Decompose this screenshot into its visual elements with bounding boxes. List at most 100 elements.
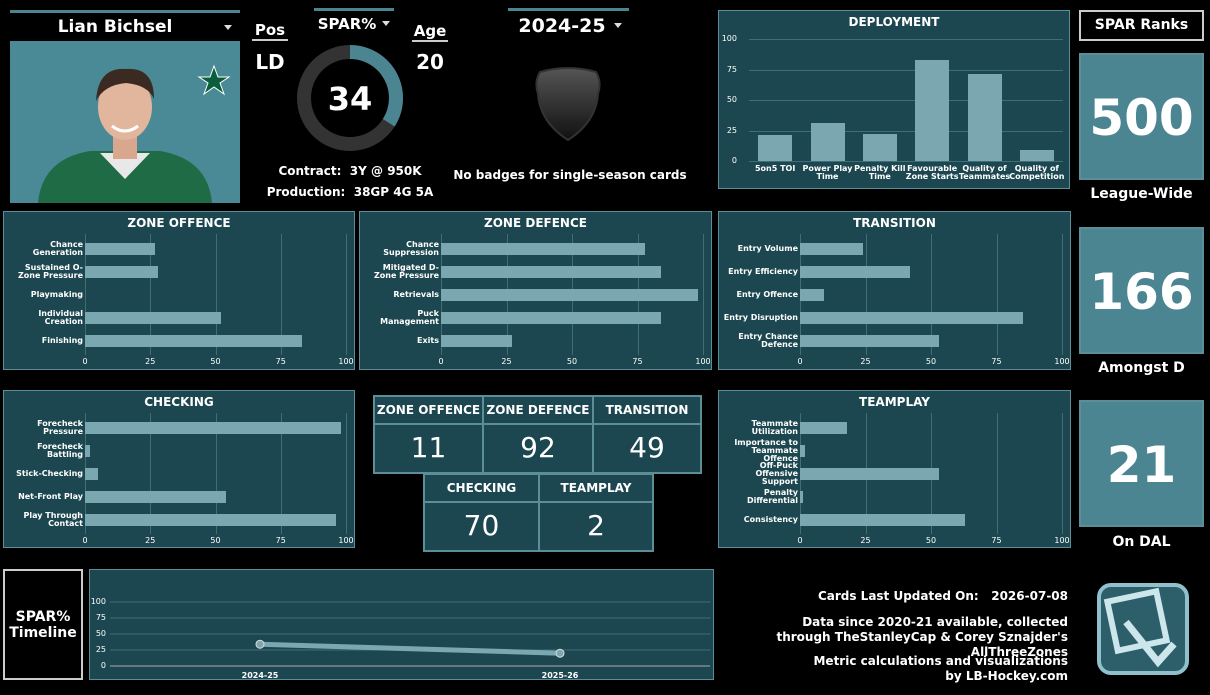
- y-tick-label: 25: [726, 125, 737, 135]
- category-label: Power Play Time: [802, 164, 853, 181]
- season-selector[interactable]: 2024-25: [508, 8, 629, 41]
- category-label: Penalty Kill Time: [854, 164, 906, 181]
- category-label: Exits: [417, 336, 439, 345]
- contract-label: Contract:: [278, 164, 342, 178]
- chart-panel: TEAMPLAY 0 25 50 75 100 Teammate Utilization Im…: [718, 390, 1071, 548]
- y-tick-label: 75: [726, 64, 737, 74]
- category-label: Penalty Differential: [746, 488, 798, 505]
- chart-panel: ZONE OFFENCE 0 25 50 75 100 Chance Generation S…: [3, 211, 355, 370]
- category-label: Entry Volume: [737, 244, 798, 253]
- contract: 3Y @ 950K: [349, 164, 422, 178]
- bar: [85, 266, 159, 278]
- updated-label: Cards Last Updated On:: [817, 589, 979, 603]
- grid-line: [280, 413, 282, 534]
- donut-arc: [297, 45, 403, 151]
- bar: [800, 266, 911, 278]
- grid-line: [931, 234, 932, 355]
- spar-selector[interactable]: SPAR%: [314, 8, 394, 35]
- season: 2024-25: [518, 15, 606, 37]
- category-label: Entry Chance Defence: [738, 332, 798, 349]
- rank-label: Amongst D: [1098, 360, 1185, 376]
- summary-header: CHECKING: [425, 475, 538, 503]
- dropdown-arrow: [382, 21, 390, 26]
- summary-header: ZONE OFFENCE: [375, 397, 482, 425]
- rank-value: 166: [1079, 227, 1204, 354]
- chart-panel: 0 25 50 75 100 2024-25 2025-26: [89, 569, 714, 680]
- grid-line: [215, 413, 217, 534]
- point: [255, 639, 265, 649]
- x-tick-label: 50: [210, 536, 221, 545]
- production-line: Production: 38GP 4G 5A: [250, 185, 450, 199]
- summary-cell: CHECKING 70: [423, 473, 540, 552]
- chart-panel: DEPLOYMENT 0 25 50 75 100 5on5 TOI Power Play T…: [718, 10, 1070, 189]
- x-tick-label: 100: [338, 536, 354, 545]
- category-label: Teammate Utilization: [751, 419, 798, 436]
- bar: [85, 491, 226, 503]
- category-label: Entry Offence: [736, 290, 799, 299]
- bar: [800, 491, 803, 503]
- pos-value: LD: [255, 50, 285, 74]
- site-logo[interactable]: [1096, 582, 1190, 676]
- x-tick-label: 100: [338, 357, 354, 366]
- x-tick-label: 0: [797, 357, 803, 366]
- summary-header: TRANSITION: [594, 397, 700, 425]
- category-label: Forecheck Battling: [37, 442, 83, 459]
- line: [259, 641, 561, 656]
- x-tick-label: 25: [860, 357, 871, 366]
- category-label: Chance Suppression: [383, 240, 439, 257]
- production: 38GP 4G 5A: [353, 185, 434, 199]
- x-tick-label: 2024-25: [241, 671, 279, 680]
- chart-title: TRANSITION: [853, 216, 936, 230]
- category-label: Quality of Competition: [1009, 164, 1065, 181]
- grid-line: [150, 413, 152, 534]
- summary-value: 70: [463, 509, 500, 542]
- grid-line: [703, 234, 704, 355]
- updated-date: 2026-07-08: [991, 589, 1068, 603]
- chart-title: DEPLOYMENT: [848, 15, 940, 29]
- age-label: Age: [412, 22, 448, 42]
- bar: [758, 135, 793, 161]
- x-tick-label: 2025-26: [541, 671, 579, 680]
- x-tick-label: 50: [925, 536, 937, 545]
- bar: [441, 243, 646, 255]
- rank-value: 21: [1079, 400, 1204, 527]
- category-label: Sustained O-Zone Pressure: [17, 263, 83, 280]
- summary-cell: ZONE DEFENCE 92: [482, 395, 594, 474]
- grid-line: [215, 234, 217, 355]
- grid-line: [346, 413, 347, 534]
- plot: [110, 601, 710, 667]
- x-tick-label: 100: [1054, 357, 1070, 366]
- grid-line: [996, 413, 998, 534]
- x-tick-label: 25: [145, 357, 156, 366]
- category-label: Mitigated D-Zone Pressure: [373, 263, 439, 280]
- bar: [441, 266, 662, 278]
- x-tick-label: 0: [438, 357, 444, 366]
- grid-line: [346, 234, 347, 355]
- x-tick-label: 100: [695, 357, 711, 366]
- category-label: Individual Creation: [38, 309, 83, 326]
- bar: [800, 514, 966, 526]
- credit: Metric calculations and visualizations b…: [813, 654, 1068, 683]
- summary-cell: ZONE OFFENCE 11: [373, 395, 484, 474]
- dropdown-arrow: [224, 25, 232, 30]
- category-label: Net-Front Play: [18, 492, 83, 501]
- age-value: 20: [416, 50, 444, 74]
- rank-label: League-Wide: [1090, 186, 1193, 202]
- rank-label: On DAL: [1112, 534, 1171, 550]
- x-tick-label: 0: [82, 536, 88, 545]
- name-header[interactable]: Lian Bichsel: [10, 10, 240, 40]
- summary-cell: TRANSITION 49: [592, 395, 702, 474]
- x-tick-label: 50: [566, 357, 578, 366]
- category-label: Retrievals: [393, 290, 439, 299]
- x-tick-label: 25: [860, 536, 871, 545]
- x-tick-label: 0: [797, 536, 803, 545]
- y-tick-label: 100: [90, 597, 106, 606]
- spar-label: SPAR%: [317, 15, 377, 33]
- x-tick-label: 50: [925, 357, 937, 366]
- category-label: Off-Puck Offensive Support: [755, 461, 798, 486]
- chart-title: TEAMPLAY: [859, 395, 930, 409]
- bar: [85, 445, 91, 457]
- category-label: Forecheck Pressure: [37, 419, 83, 436]
- chart-panel: CHECKING 0 25 50 75 100 Forecheck Pressure Fore…: [3, 390, 355, 548]
